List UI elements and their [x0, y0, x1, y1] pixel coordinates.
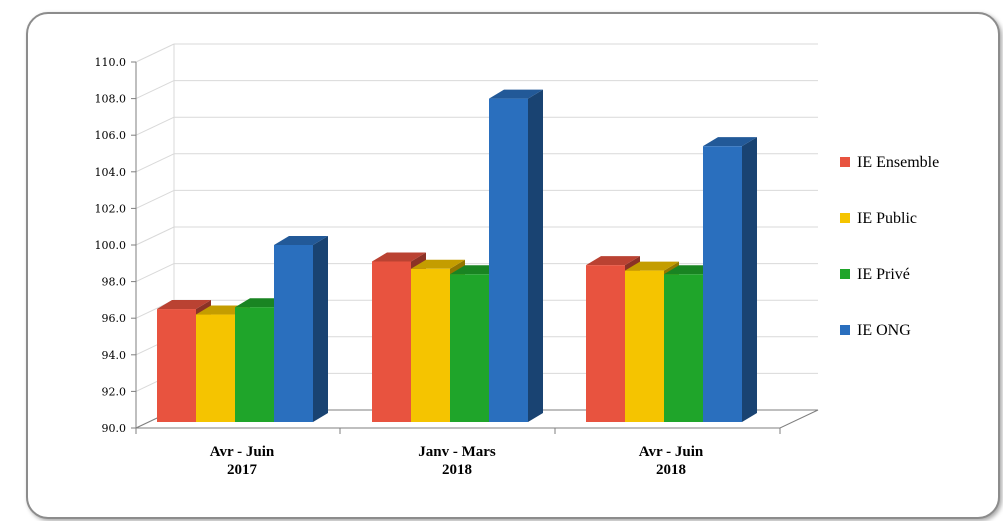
legend-swatch	[840, 157, 850, 167]
bar-front	[703, 146, 742, 422]
x-axis: Avr - Juin 2017 Janv - Mars 2018 Avr - Juin 2…	[135, 427, 781, 478]
x-category-label: 2018	[656, 462, 686, 478]
bar-front	[196, 314, 235, 422]
legend-label: IE Public	[857, 210, 917, 227]
side-gridline	[135, 43, 175, 63]
bar-top	[157, 300, 211, 310]
bar-front	[372, 261, 411, 422]
legend-label: IE Ensemble	[857, 154, 939, 171]
x-category-label: 2017	[227, 462, 258, 478]
legend-item: IE Privé	[840, 266, 910, 283]
bar-top	[411, 259, 465, 269]
side-gridline	[135, 80, 175, 100]
bar-front	[157, 309, 196, 422]
y-tick-label: 90.0	[102, 422, 127, 435]
bar-top	[625, 261, 679, 271]
x-category-label: 2018	[442, 462, 472, 478]
y-tick-label: 92.0	[102, 385, 127, 398]
legend-label: IE ONG	[857, 322, 911, 339]
bars-layer	[157, 89, 757, 422]
bar-front	[586, 265, 625, 422]
bar-front	[625, 270, 664, 422]
legend-item: IE Public	[840, 210, 917, 227]
x-category-label: Janv - Mars	[418, 444, 496, 460]
bar-ie-ong	[703, 137, 757, 422]
bar-top	[489, 89, 543, 99]
x-category-label: Avr - Juin	[210, 444, 275, 460]
legend-swatch	[840, 269, 850, 279]
y-tick-label: 94.0	[102, 349, 127, 362]
legend-swatch	[840, 213, 850, 223]
legend-item: IE ONG	[840, 322, 911, 339]
bar-top	[586, 256, 640, 266]
side-gridline	[135, 226, 175, 246]
y-tick-label: 104.0	[95, 166, 127, 179]
bar-top	[703, 137, 757, 147]
bar-ie-ong	[489, 89, 543, 422]
y-tick-label: 108.0	[95, 93, 127, 106]
legend-swatch	[840, 325, 850, 335]
y-axis: 90.0 92.0 94.0 96.0 98.0 100.0 102.0 104.0 106.0…	[95, 56, 137, 435]
bar-top	[274, 236, 328, 245]
legend-label: IE Privé	[857, 266, 910, 283]
side-gridline	[135, 153, 175, 173]
bar-front	[411, 268, 450, 422]
bar-front	[489, 98, 528, 422]
y-tick-label: 102.0	[95, 202, 127, 215]
bar-side	[742, 137, 757, 422]
bar-front	[235, 307, 274, 422]
legend-item: IE Ensemble	[840, 154, 939, 171]
bar-front	[664, 274, 703, 422]
y-tick-label: 100.0	[95, 239, 127, 252]
side-gridline	[135, 189, 175, 209]
y-tick-label: 96.0	[102, 312, 127, 325]
y-tick-label: 110.0	[95, 56, 127, 69]
side-gridline	[135, 263, 175, 283]
bar-ie-ong	[274, 236, 328, 422]
bar-side	[313, 236, 328, 422]
legend: IE Ensemble IE Public IE Privé IE ONG	[840, 154, 939, 339]
bar-front	[450, 274, 489, 422]
x-category-label: Avr - Juin	[639, 444, 704, 460]
bar-side	[528, 89, 543, 422]
bar-top	[372, 252, 426, 262]
y-tick-label: 106.0	[95, 129, 127, 142]
y-tick-label: 98.0	[102, 276, 127, 289]
bar-front	[274, 245, 313, 422]
side-gridline	[135, 116, 175, 136]
